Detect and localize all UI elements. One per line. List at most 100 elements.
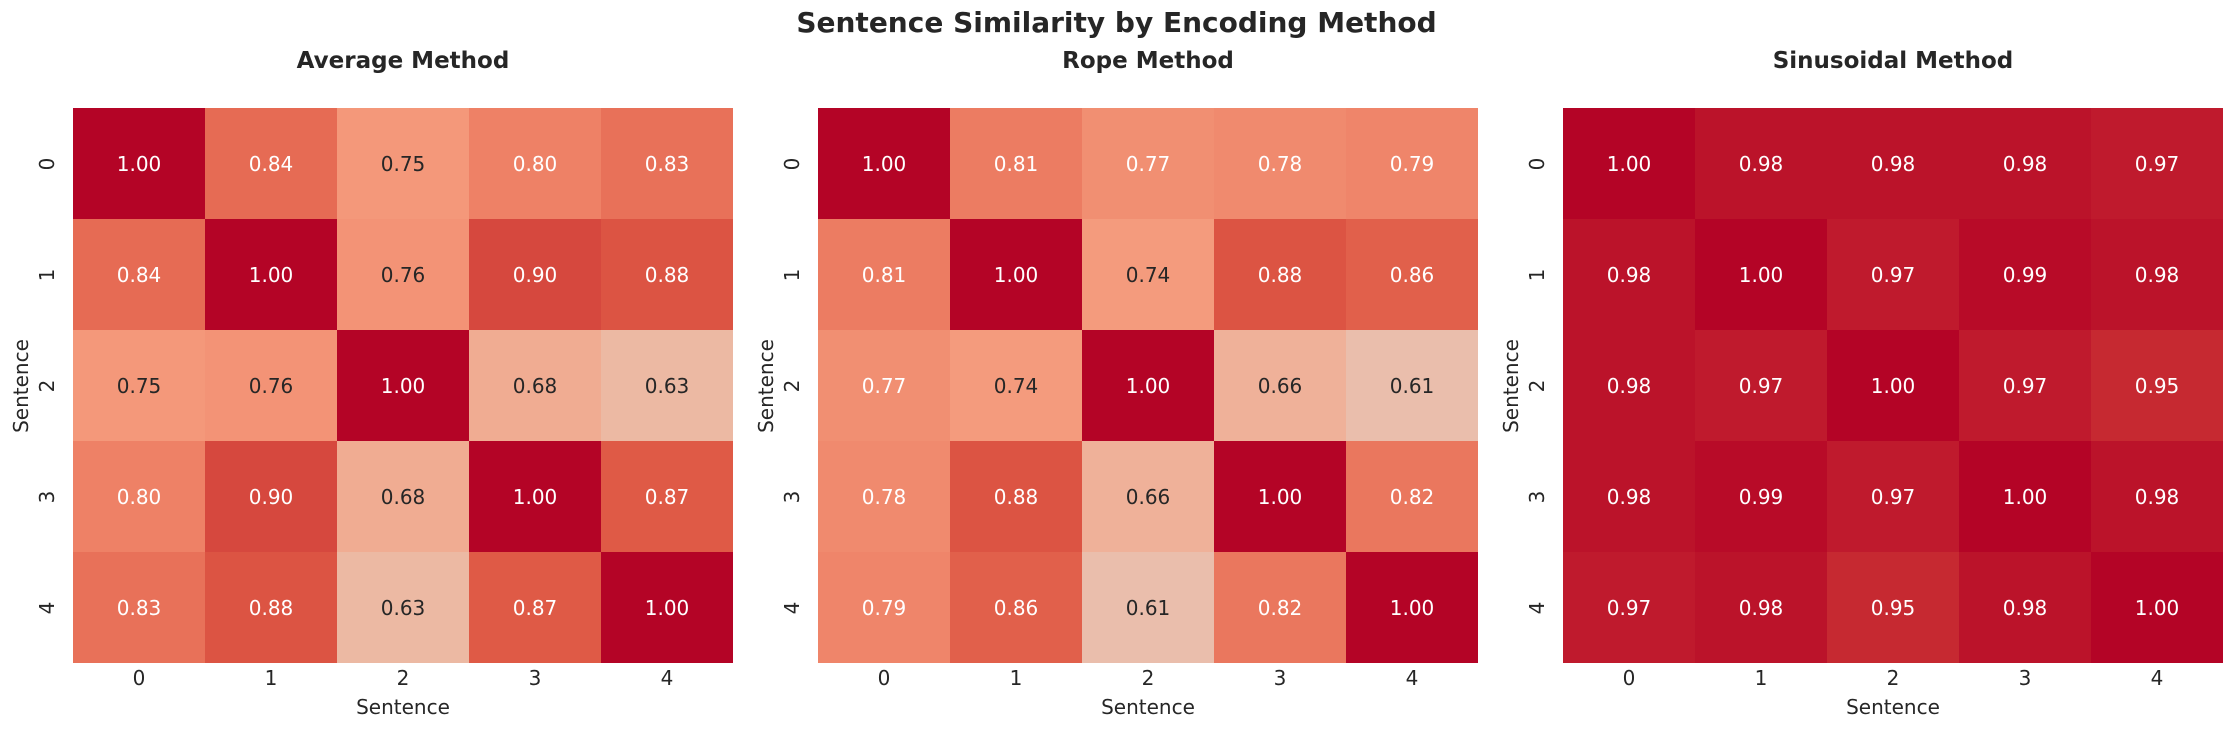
- y-tick-sinusoidal-method-2: 2: [1525, 379, 1549, 392]
- y-axis-label-rope-method: Sentence: [754, 338, 778, 433]
- heatmap-rope-method-cell-3-1: 0.88: [950, 441, 1082, 552]
- heatmap-average-method-cell-1-2: 0.76: [337, 219, 469, 330]
- x-tick-sinusoidal-method-2: 2: [1886, 666, 1900, 690]
- heatmap-sinusoidal-method-cell-1-3: 0.99: [1959, 219, 2091, 330]
- heatmap-average-method-cell-2-0: 0.75: [73, 330, 205, 441]
- heatmap-sinusoidal-method-cell-1-2: 0.97: [1827, 219, 1959, 330]
- heatmap-rope-method-cell-3-3: 1.00: [1214, 441, 1346, 552]
- heatmap-average-method-cell-3-2: 0.68: [337, 441, 469, 552]
- subplot-title-sinusoidal-method: Sinusoidal Method: [1772, 48, 2014, 74]
- figure-title: Sentence Similarity by Encoding Method: [796, 6, 1437, 39]
- heatmap-rope-method-cell-1-3: 0.88: [1214, 219, 1346, 330]
- heatmap-rope-method-cell-4-3: 0.82: [1214, 552, 1346, 663]
- heatmap-rope-method-cell-0-2: 0.77: [1082, 108, 1214, 219]
- heatmap-sinusoidal-method-cell-2-1: 0.97: [1695, 330, 1827, 441]
- heatmap-average-method-cell-2-1: 0.76: [205, 330, 337, 441]
- heatmap-average-method-cell-0-4: 0.83: [601, 108, 733, 219]
- x-tick-average-method-2: 2: [396, 666, 410, 690]
- heatmap-sinusoidal-method-cell-3-2: 0.97: [1827, 441, 1959, 552]
- x-tick-average-method-4: 4: [660, 666, 674, 690]
- y-tick-sinusoidal-method-4: 4: [1525, 601, 1549, 614]
- y-tick-average-method-0: 0: [35, 157, 59, 170]
- heatmap-average-method-cell-1-3: 0.90: [469, 219, 601, 330]
- heatmap-average-method-cell-0-2: 0.75: [337, 108, 469, 219]
- y-tick-average-method-1: 1: [35, 268, 59, 281]
- heatmap-rope-method-cell-2-3: 0.66: [1214, 330, 1346, 441]
- y-tick-sinusoidal-method-1: 1: [1525, 268, 1549, 281]
- heatmap-rope-method-cell-0-4: 0.79: [1346, 108, 1478, 219]
- subplot-title-rope-method: Rope Method: [1062, 48, 1234, 74]
- heatmap-sinusoidal-method-cell-3-3: 1.00: [1959, 441, 2091, 552]
- heatmap-rope-method-cell-1-0: 0.81: [818, 219, 950, 330]
- y-tick-rope-method-0: 0: [780, 157, 804, 170]
- heatmap-average-method-cell-4-2: 0.63: [337, 552, 469, 663]
- heatmap-rope-method-cell-3-2: 0.66: [1082, 441, 1214, 552]
- heatmap-sinusoidal-method-cell-1-4: 0.98: [2091, 219, 2223, 330]
- x-tick-sinusoidal-method-3: 3: [2018, 666, 2032, 690]
- heatmap-sinusoidal-method-cell-3-1: 0.99: [1695, 441, 1827, 552]
- y-tick-average-method-4: 4: [35, 601, 59, 614]
- x-tick-rope-method-1: 1: [1009, 666, 1023, 690]
- heatmap-average-method-cell-4-3: 0.87: [469, 552, 601, 663]
- heatmap-sinusoidal-method-cell-3-4: 0.98: [2091, 441, 2223, 552]
- heatmap-rope-method-cell-1-4: 0.86: [1346, 219, 1478, 330]
- heatmap-rope-method-cell-4-0: 0.79: [818, 552, 950, 663]
- heatmap-rope-method-cell-4-1: 0.86: [950, 552, 1082, 663]
- x-tick-average-method-3: 3: [528, 666, 542, 690]
- heatmap-rope-method-cell-2-0: 0.77: [818, 330, 950, 441]
- heatmap-rope-method-cell-3-0: 0.78: [818, 441, 950, 552]
- heatmap-average-method-cell-3-0: 0.80: [73, 441, 205, 552]
- heatmap-sinusoidal-method-cell-4-1: 0.98: [1695, 552, 1827, 663]
- heatmap-average-method-cell-4-4: 1.00: [601, 552, 733, 663]
- heatmap-sinusoidal-method-cell-0-3: 0.98: [1959, 108, 2091, 219]
- heatmap-average-method-cell-1-0: 0.84: [73, 219, 205, 330]
- y-tick-average-method-2: 2: [35, 379, 59, 392]
- heatmap-rope-method-cell-2-1: 0.74: [950, 330, 1082, 441]
- x-tick-rope-method-3: 3: [1273, 666, 1287, 690]
- heatmap-rope-method-cell-4-4: 1.00: [1346, 552, 1478, 663]
- x-tick-rope-method-4: 4: [1405, 666, 1419, 690]
- heatmap-average-method-cell-3-1: 0.90: [205, 441, 337, 552]
- heatmap-sinusoidal-method-cell-0-2: 0.98: [1827, 108, 1959, 219]
- x-tick-sinusoidal-method-0: 0: [1622, 666, 1636, 690]
- heatmap-rope-method-cell-0-0: 1.00: [818, 108, 950, 219]
- heatmap-average-method-cell-0-0: 1.00: [73, 108, 205, 219]
- heatmap-sinusoidal-method-cell-4-0: 0.97: [1563, 552, 1695, 663]
- y-tick-rope-method-4: 4: [780, 601, 804, 614]
- heatmap-sinusoidal-method-cell-4-3: 0.98: [1959, 552, 2091, 663]
- heatmap-sinusoidal-method-cell-0-0: 1.00: [1563, 108, 1695, 219]
- x-tick-rope-method-0: 0: [877, 666, 891, 690]
- heatmap-average-method-cell-1-4: 0.88: [601, 219, 733, 330]
- heatmap-rope-method-cell-2-2: 1.00: [1082, 330, 1214, 441]
- heatmap-rope-method-cell-4-2: 0.61: [1082, 552, 1214, 663]
- heatmap-sinusoidal-method-cell-4-4: 1.00: [2091, 552, 2223, 663]
- heatmap-average-method-cell-4-1: 0.88: [205, 552, 337, 663]
- x-tick-average-method-1: 1: [264, 666, 278, 690]
- heatmap-sinusoidal-method-cell-0-1: 0.98: [1695, 108, 1827, 219]
- heatmap-average-method-cell-2-4: 0.63: [601, 330, 733, 441]
- heatmap-rope-method-cell-3-4: 0.82: [1346, 441, 1478, 552]
- y-axis-label-sinusoidal-method: Sentence: [1499, 338, 1523, 433]
- heatmap-average-method-cell-2-3: 0.68: [469, 330, 601, 441]
- heatmap-rope-method-cell-1-1: 1.00: [950, 219, 1082, 330]
- heatmap-rope-method-cell-0-1: 0.81: [950, 108, 1082, 219]
- heatmap-sinusoidal-method-cell-4-2: 0.95: [1827, 552, 1959, 663]
- heatmap-sinusoidal-method-cell-2-4: 0.95: [2091, 330, 2223, 441]
- heatmap-rope-method-cell-2-4: 0.61: [1346, 330, 1478, 441]
- heatmap-sinusoidal-method-cell-2-3: 0.97: [1959, 330, 2091, 441]
- x-axis-label-average-method: Sentence: [356, 695, 450, 719]
- heatmap-sinusoidal-method-cell-2-2: 1.00: [1827, 330, 1959, 441]
- heatmap-average-method-cell-3-3: 1.00: [469, 441, 601, 552]
- y-tick-rope-method-3: 3: [780, 490, 804, 503]
- x-tick-rope-method-2: 2: [1141, 666, 1155, 690]
- heatmap-average-method-cell-1-1: 1.00: [205, 219, 337, 330]
- heatmap-sinusoidal-method-cell-1-1: 1.00: [1695, 219, 1827, 330]
- heatmap-average-method-cell-4-0: 0.83: [73, 552, 205, 663]
- heatmap-average-method-cell-0-1: 0.84: [205, 108, 337, 219]
- y-tick-sinusoidal-method-0: 0: [1525, 157, 1549, 170]
- heatmap-sinusoidal-method-cell-3-0: 0.98: [1563, 441, 1695, 552]
- heatmap-sinusoidal-method-cell-2-0: 0.98: [1563, 330, 1695, 441]
- heatmap-rope-method-cell-1-2: 0.74: [1082, 219, 1214, 330]
- heatmap-average-method-cell-3-4: 0.87: [601, 441, 733, 552]
